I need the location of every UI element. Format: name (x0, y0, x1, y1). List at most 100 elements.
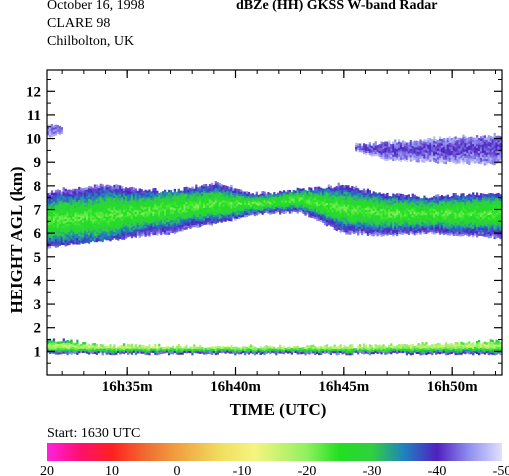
radar-cell (423, 221, 426, 224)
radar-cell (394, 200, 397, 204)
radar-cell (74, 237, 77, 241)
radar-cell (294, 350, 297, 353)
radar-cell (58, 213, 61, 216)
radar-cell (353, 218, 356, 222)
radar-cell (419, 232, 422, 235)
radar-cell (109, 204, 112, 208)
radar-cell (144, 189, 147, 193)
radar-cell (423, 343, 426, 347)
radar-cell (119, 228, 122, 231)
radar-cell (390, 213, 393, 216)
radar-cell (113, 231, 116, 235)
radar-cell (355, 187, 358, 191)
radar-cell (210, 352, 214, 356)
radar-cell (204, 222, 208, 225)
radar-cell (175, 195, 178, 199)
radar-cell (173, 201, 176, 205)
radar-cell (84, 217, 87, 220)
radar-cell (50, 190, 54, 193)
radar-cell (68, 238, 71, 241)
radar-cell (197, 212, 200, 216)
radar-cell (413, 203, 416, 206)
radar-cell (199, 349, 202, 352)
radar-cell (86, 231, 89, 235)
radar-cell (444, 223, 448, 226)
radar-cell (431, 218, 434, 222)
radar-cell (109, 211, 112, 214)
radar-cell (171, 217, 175, 221)
radar-cell (364, 211, 368, 215)
radar-cell (201, 187, 204, 190)
radar-cell (138, 348, 141, 352)
radar-cell (378, 222, 381, 225)
radar-cell (308, 189, 311, 192)
radar-cell (228, 346, 231, 350)
radar-cell (331, 220, 334, 223)
radar-cell (394, 226, 397, 229)
radar-cell (327, 207, 331, 211)
radar-cell (284, 210, 288, 214)
radar-cell (140, 223, 143, 226)
radar-cell (89, 231, 93, 234)
radar-cell (269, 210, 272, 213)
radar-cell (247, 347, 251, 351)
radar-cell (390, 351, 393, 355)
radar-cell (148, 231, 151, 235)
radar-cell (121, 220, 124, 223)
radar-cell (78, 350, 81, 354)
radar-cell (154, 343, 157, 347)
radar-cell (109, 200, 112, 203)
radar-cell (255, 206, 258, 209)
radar-cell (162, 197, 165, 200)
radar-cell (167, 209, 171, 212)
radar-cell (288, 204, 292, 208)
radar-cell (392, 223, 395, 226)
radar-cell (359, 228, 362, 232)
radar-cell (204, 207, 208, 210)
radar-cell (72, 193, 75, 196)
radar-cell (396, 345, 399, 348)
radar-cell (366, 205, 370, 209)
radar-cell (357, 230, 360, 234)
radar-cell (93, 347, 97, 350)
radar-cell (171, 209, 175, 212)
radar-cell (306, 207, 309, 211)
radar-cell (72, 214, 75, 217)
radar-cell (327, 197, 331, 200)
radar-cell (70, 343, 73, 347)
radar-cell (316, 347, 319, 350)
radar-cell (107, 186, 110, 190)
radar-cell (396, 233, 399, 237)
radar-cell (158, 227, 161, 230)
radar-cell (267, 202, 270, 206)
radar-cell (374, 228, 377, 231)
radar-cell (78, 216, 81, 220)
radar-cell (126, 211, 130, 214)
radar-cell (228, 195, 231, 198)
radar-cell (292, 209, 295, 212)
radar-cell (156, 212, 159, 215)
radar-cell (349, 196, 352, 199)
radar-cell (485, 350, 488, 354)
radar-cell (292, 192, 295, 195)
radar-cell (152, 196, 155, 200)
radar-cell (392, 210, 395, 213)
radar-cell (310, 213, 313, 216)
radar-cell (148, 189, 151, 192)
radar-cell (321, 207, 325, 211)
radar-cell (454, 350, 457, 354)
radar-cell (93, 201, 97, 204)
radar-cell (167, 350, 171, 354)
radar-cell (284, 191, 288, 195)
radar-cell (154, 217, 157, 221)
radar-cell (105, 214, 108, 217)
radar-cell (185, 214, 188, 217)
radar-cell (99, 192, 102, 195)
radar-cell (179, 216, 182, 219)
radar-cell (255, 208, 258, 212)
radar-cell (228, 191, 231, 194)
radar-cell (331, 190, 334, 193)
radar-cell (312, 194, 315, 197)
radar-cell (265, 201, 268, 205)
radar-cell (495, 346, 498, 349)
